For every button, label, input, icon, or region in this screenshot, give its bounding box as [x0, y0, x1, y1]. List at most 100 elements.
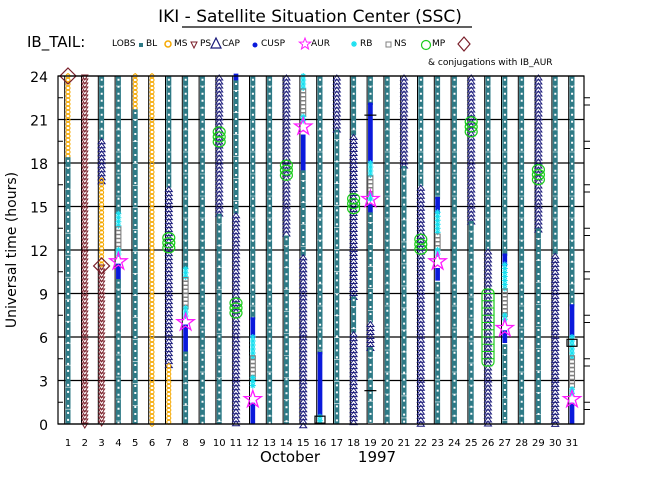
cap-legend-icon [210, 36, 222, 49]
lobs-segment-marks [300, 172, 306, 252]
rb-legend-icon [351, 41, 357, 47]
legend-item-rb: RB [351, 39, 372, 49]
legend-label: NS [394, 39, 407, 49]
ps-segment [97, 264, 106, 427]
plot-frame [57, 75, 585, 425]
lobs-segment-marks [435, 78, 441, 200]
lobs-segment-marks [502, 346, 508, 421]
aur-star-marker [107, 250, 129, 271]
lobs-segment [367, 212, 373, 323]
x-tick-label: 24 [448, 438, 461, 449]
x-tick-label: 21 [398, 438, 411, 449]
mp-marker [162, 242, 176, 254]
legend-label: CUSP [261, 39, 286, 49]
aur-star-marker [561, 388, 583, 409]
mp-marker [279, 164, 293, 176]
x-tick-label: 19 [364, 438, 377, 449]
lobs-segment [435, 76, 441, 200]
lobs-segment-marks [250, 78, 256, 319]
ms-segment [99, 177, 105, 268]
y-tick-label: 21 [30, 114, 48, 130]
y-tick-label: 18 [30, 157, 48, 173]
cusp-segment [435, 267, 440, 281]
legend: LOBS BL MS PS CAP CUSP AUR RB NS MP [112, 36, 471, 52]
day-column-15 [292, 73, 314, 429]
lobs-segment-marks [99, 78, 105, 137]
cusp-segment [368, 204, 373, 213]
chart-title: IKI - Satellite Situation Center (SSC) [158, 7, 462, 27]
cap-segment [550, 252, 560, 427]
legend-item-ms: MS [164, 39, 188, 49]
legend-label: RB [360, 39, 372, 49]
legend-item-cusp: CUSP [252, 39, 286, 49]
lobs-segment-marks [502, 78, 508, 256]
lobs-segment-marks [132, 112, 138, 423]
mp-marker [531, 169, 546, 181]
mp-marker [347, 198, 361, 210]
legend-item-cap: CAP [210, 36, 240, 49]
mp-marker [414, 238, 428, 250]
lobs-segment-marks [216, 216, 222, 423]
conjugation-diamond-marker [92, 257, 111, 275]
mp-marker [347, 203, 361, 215]
lobs-segment [183, 76, 189, 269]
lobs-segment-marks [334, 132, 340, 422]
cusp-segment [569, 304, 575, 337]
x-tick-label: 29 [532, 438, 545, 449]
ms-segment [132, 73, 138, 111]
x-tick-label: 27 [498, 438, 511, 449]
aur-star-marker [242, 388, 264, 409]
cap-segment [416, 184, 426, 427]
x-tick-label: 18 [347, 438, 360, 449]
mp-marker [212, 131, 226, 143]
lobs-segment-marks [384, 78, 390, 424]
ms-segment [166, 363, 172, 425]
day-column-8 [175, 76, 197, 424]
lobs-segment [334, 129, 340, 424]
day-column-9 [199, 76, 205, 424]
day-column-21 [399, 74, 409, 424]
lobs-segment [267, 76, 273, 424]
lobs-segment [166, 76, 172, 188]
lobs-segment [435, 281, 441, 424]
mp-marker [481, 288, 495, 367]
x-tick-label: 5 [132, 438, 138, 449]
x-tick-label: 12 [246, 438, 259, 449]
day-column-4 [107, 76, 129, 424]
day-column-5 [132, 73, 138, 424]
ms-legend-icon [164, 40, 172, 48]
day-column-28 [519, 76, 525, 424]
lobs-segment-marks [351, 299, 357, 330]
mp-marker [464, 126, 478, 138]
lobs-segment-marks [183, 78, 189, 270]
day-column-12 [242, 76, 264, 424]
x-tick-label: 25 [465, 438, 478, 449]
mp-marker [212, 136, 226, 148]
mp-marker [162, 237, 176, 249]
cusp-legend-icon [252, 42, 258, 48]
day-column-10 [212, 74, 226, 424]
rb-segment [182, 265, 189, 280]
cap-segment [164, 185, 174, 369]
lobs-segment-marks [401, 168, 407, 423]
lobs-segment-marks [115, 78, 121, 214]
y-axis-label: Universal time (hours) [4, 172, 20, 328]
cap-segment [466, 74, 476, 225]
lobs-segment [317, 76, 323, 355]
lobs-segment-marks [317, 78, 323, 354]
ns-segment [434, 233, 441, 251]
lobs-segment [351, 76, 357, 136]
day-column-7 [162, 76, 176, 425]
aur-star-marker [494, 317, 516, 338]
day-column-25 [464, 74, 478, 424]
lobs-segment [451, 76, 457, 424]
lobs-segment-marks [519, 78, 525, 424]
y-tick-label: 24 [30, 70, 48, 86]
lobs-segment-marks [468, 223, 474, 422]
lobs-segment-marks [451, 78, 457, 424]
lobs-segment [216, 213, 222, 424]
cap-segment [533, 74, 543, 233]
legend-label: LOBS [112, 39, 136, 49]
